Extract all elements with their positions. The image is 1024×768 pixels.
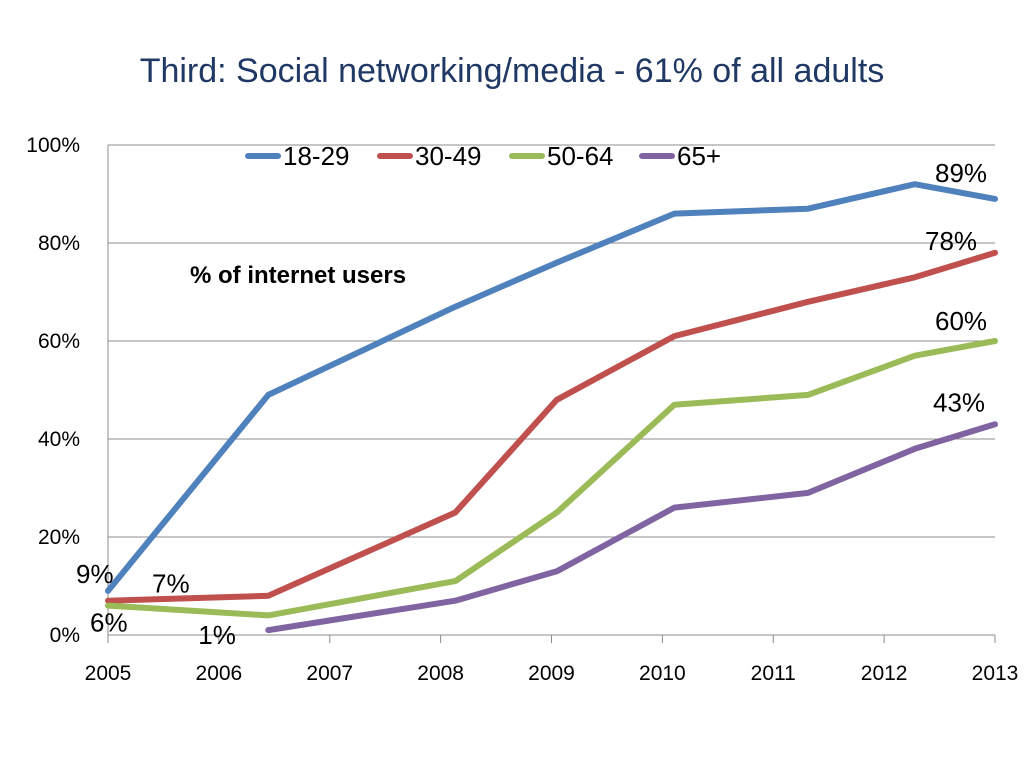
data-label: 78%: [925, 226, 977, 256]
x-tick-label: 2007: [306, 662, 353, 685]
y-tick-label: 0%: [50, 624, 80, 647]
y-tick-label: 20%: [38, 526, 80, 549]
series-line-65+: [265, 421, 998, 634]
x-tick-label: 2005: [85, 662, 132, 685]
slide-title: Third: Social networking/media - 61% of …: [139, 52, 885, 90]
data-label: 60%: [935, 306, 987, 336]
y-tick-label: 40%: [38, 428, 80, 451]
x-tick-label: 2013: [972, 662, 1019, 685]
x-tick-label: 2011: [751, 662, 796, 685]
chart-note: % of internet users: [190, 262, 406, 289]
series-line-30-49: [105, 249, 998, 604]
data-label: 1%: [198, 620, 236, 650]
legend-label: 50-64: [547, 141, 614, 171]
data-label: 89%: [935, 158, 987, 188]
legend-label: 65+: [677, 141, 721, 171]
x-tick-label: 2009: [528, 662, 575, 685]
data-label: 6%: [90, 608, 128, 638]
x-tick-label: 2008: [417, 662, 464, 685]
legend-label: 30-49: [415, 141, 482, 171]
series-line-50-64: [105, 338, 998, 619]
data-label: 9%: [76, 559, 114, 589]
data-label: 43%: [933, 387, 985, 417]
y-tick-label: 80%: [38, 232, 80, 255]
x-tick-label: 2012: [861, 662, 908, 685]
x-tick-label: 2010: [639, 662, 686, 685]
x-tick-label: 2006: [196, 662, 243, 685]
data-label: 7%: [152, 569, 190, 599]
series-line-18-29: [105, 181, 998, 594]
y-tick-label: 60%: [38, 330, 80, 353]
legend-label: 18-29: [283, 141, 350, 171]
y-tick-label: 100%: [26, 134, 80, 157]
